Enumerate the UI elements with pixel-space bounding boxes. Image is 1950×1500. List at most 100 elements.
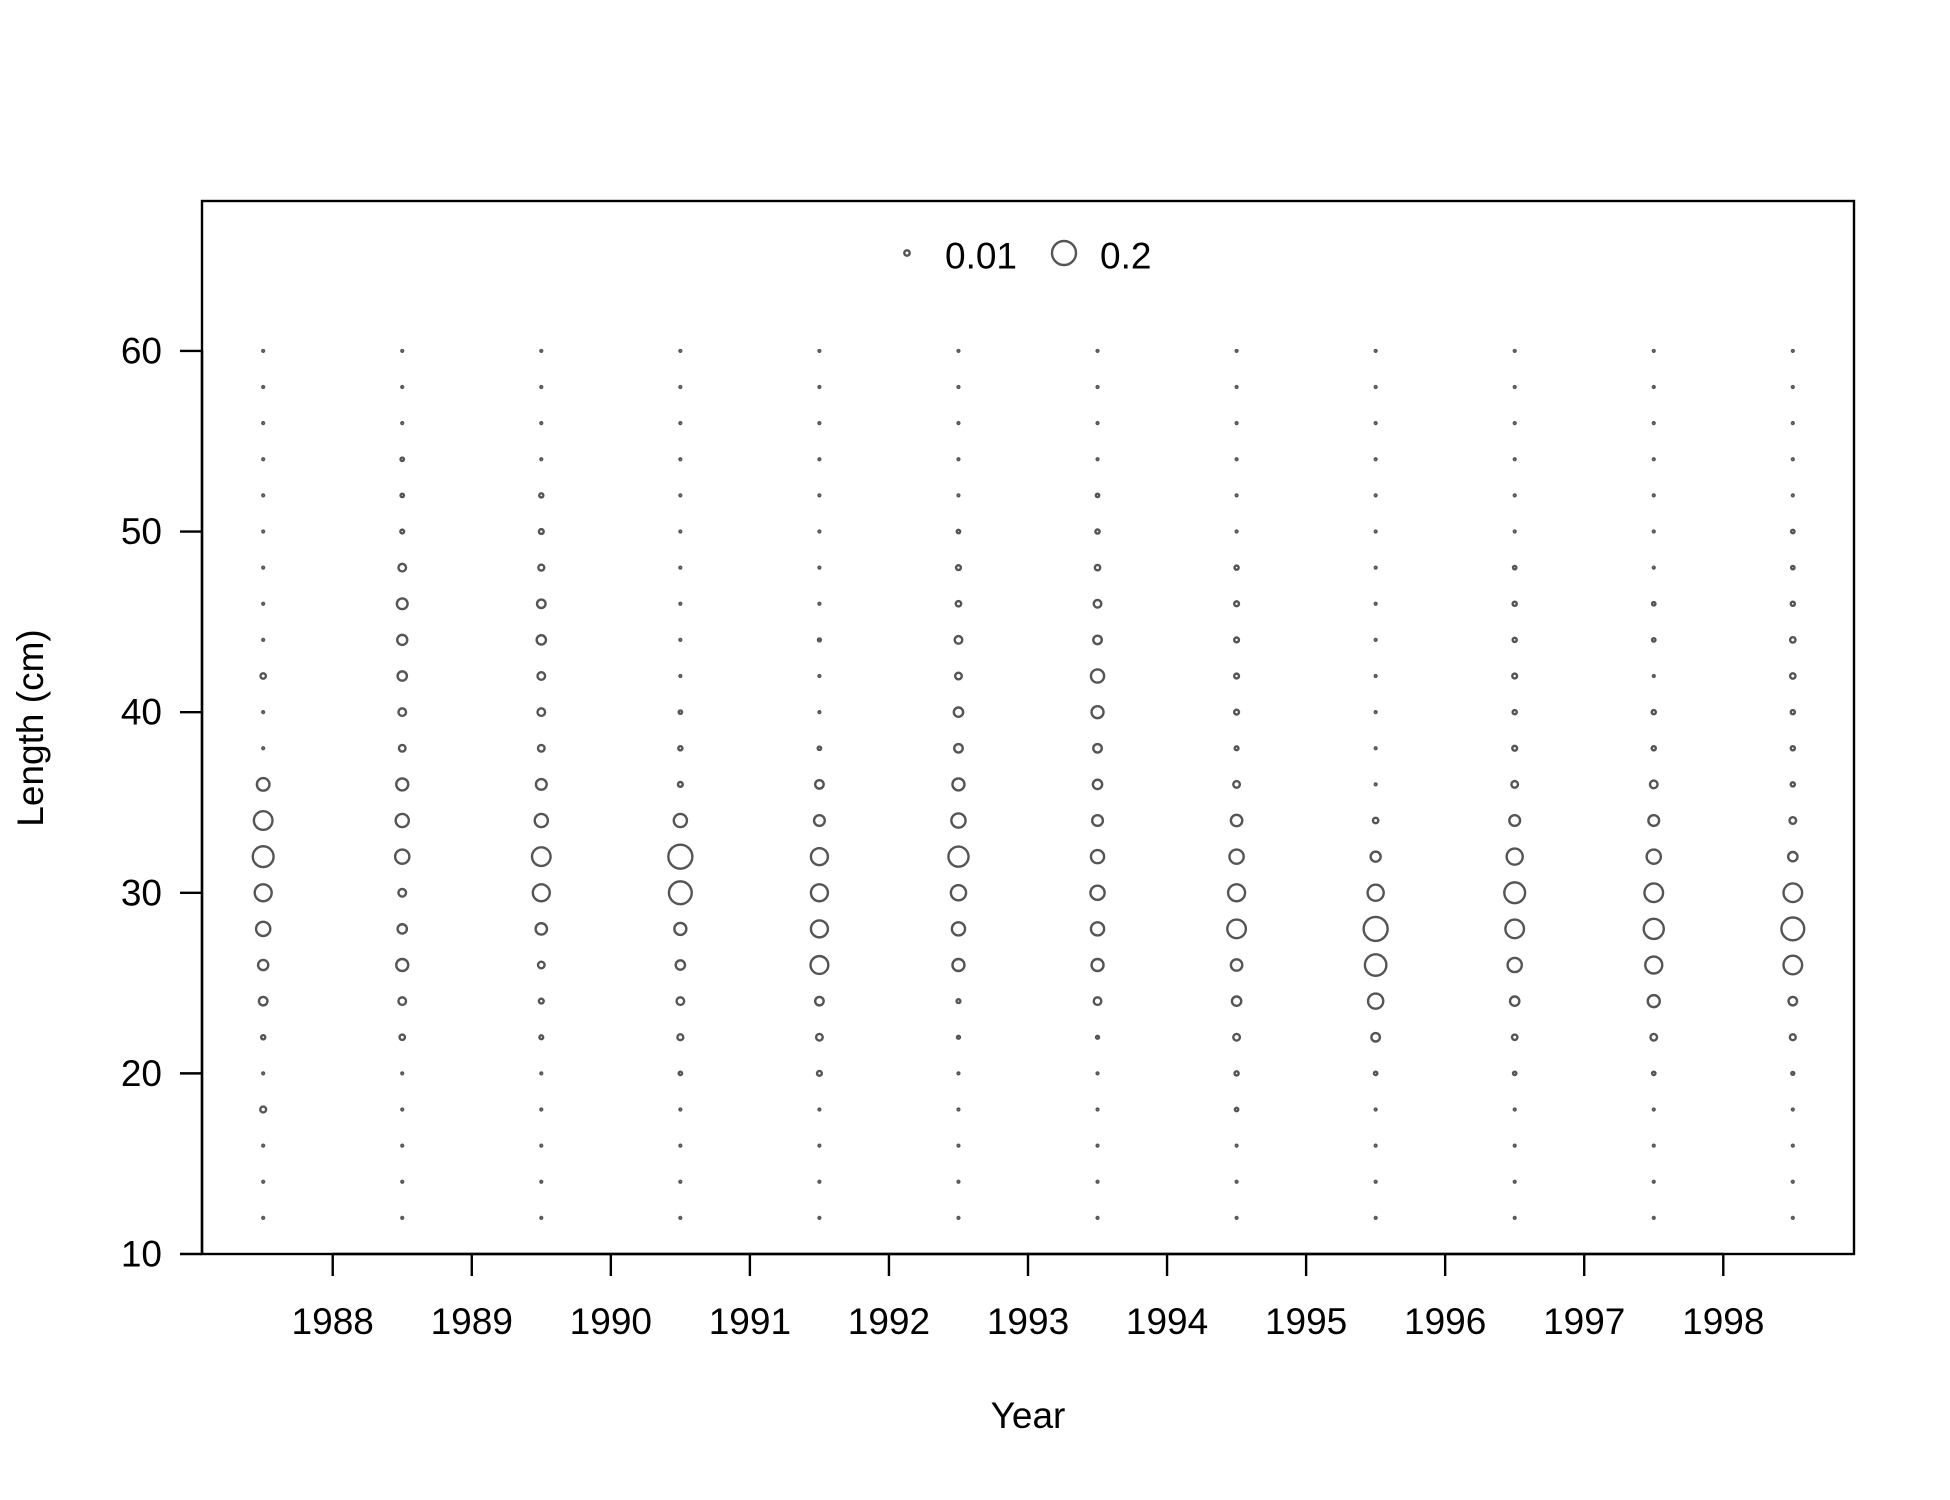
bubble-1988.5-32 xyxy=(393,848,411,865)
x-tick-label-1989: 1989 xyxy=(431,1301,513,1342)
bubble-1991.5-18 xyxy=(817,1107,822,1112)
bubble-1994.5-36 xyxy=(1232,779,1242,789)
bubble-1996.5-18 xyxy=(1512,1107,1517,1112)
bubble-1988.5-16 xyxy=(400,1143,405,1148)
bubble-1989.5-18 xyxy=(539,1107,544,1112)
bubble-1988.5-24 xyxy=(397,996,408,1007)
bubble-1998.5-16 xyxy=(1790,1143,1795,1148)
bubble-1990.5-54 xyxy=(678,457,683,462)
bubble-1995.5-46 xyxy=(1373,601,1378,606)
bubble-1993.5-50 xyxy=(1094,528,1101,535)
bubble-1987.5-24 xyxy=(257,995,269,1007)
bubble-1987.5-46 xyxy=(261,601,266,606)
bubble-1995.5-44 xyxy=(1373,637,1378,643)
bubble-1992.5-40 xyxy=(952,706,965,718)
bubble-1997.5-30 xyxy=(1643,882,1665,904)
bubble-1993.5-54 xyxy=(1095,457,1100,462)
bubble-1993.5-42 xyxy=(1089,668,1106,684)
bubble-1991.5-36 xyxy=(813,778,825,790)
bubble-1997.5-34 xyxy=(1647,813,1661,828)
bubble-1991.5-48 xyxy=(817,565,822,570)
bubble-1993.5-28 xyxy=(1089,921,1106,937)
bubble-1991.5-24 xyxy=(813,995,825,1007)
bubble-1992.5-30 xyxy=(949,883,968,902)
bubble-1997.5-38 xyxy=(1650,744,1658,752)
bubble-1997.5-36 xyxy=(1648,779,1659,790)
bubble-1987.5-16 xyxy=(261,1143,266,1148)
bubble-1989.5-12 xyxy=(539,1215,544,1220)
bubble-1987.5-48 xyxy=(261,565,266,570)
bubble-1991.5-60 xyxy=(817,348,822,354)
bubble-1996.5-22 xyxy=(1510,1033,1519,1042)
bubble-1997.5-52 xyxy=(1651,493,1656,498)
bubble-1997.5-46 xyxy=(1650,600,1657,607)
bubble-1997.5-18 xyxy=(1651,1107,1656,1112)
bubble-1992.5-42 xyxy=(953,671,963,681)
x-tick-label-1993: 1993 xyxy=(987,1301,1069,1342)
bubble-1996.5-46 xyxy=(1511,600,1518,608)
bubble-1991.5-56 xyxy=(817,421,822,426)
bubble-1994.5-44 xyxy=(1232,636,1241,644)
bubble-1998.5-58 xyxy=(1790,384,1795,390)
bubble-1995.5-34 xyxy=(1371,816,1380,825)
bubble-1994.5-52 xyxy=(1234,493,1239,498)
bubble-1991.5-46 xyxy=(817,601,822,606)
bubble-1988.5-26 xyxy=(395,957,410,973)
bubble-1995.5-48 xyxy=(1373,565,1378,570)
bubble-1993.5-22 xyxy=(1094,1034,1101,1040)
bubble-1990.5-38 xyxy=(677,744,684,752)
bubble-1995.5-50 xyxy=(1373,529,1378,534)
bubble-1993.5-52 xyxy=(1094,492,1101,499)
bubble-1995.5-12 xyxy=(1373,1215,1378,1220)
bubble-1994.5-50 xyxy=(1234,529,1239,534)
bubble-1990.5-40 xyxy=(677,709,684,716)
bubble-1995.5-42 xyxy=(1373,673,1378,679)
bubble-1992.5-18 xyxy=(956,1107,961,1112)
x-tick-label-1995: 1995 xyxy=(1265,1301,1347,1342)
bubble-1995.5-26 xyxy=(1363,953,1388,977)
bubble-1991.5-52 xyxy=(817,493,822,498)
bubble-1996.5-42 xyxy=(1511,672,1519,680)
bubble-1990.5-14 xyxy=(678,1179,683,1184)
bubble-1990.5-12 xyxy=(678,1215,683,1220)
bubble-1996.5-48 xyxy=(1511,564,1518,571)
bubble-1997.5-14 xyxy=(1651,1179,1656,1184)
bubble-1987.5-38 xyxy=(261,746,266,751)
bubble-1992.5-12 xyxy=(956,1215,961,1220)
bubble-1995.5-38 xyxy=(1373,746,1378,751)
bubble-1997.5-22 xyxy=(1649,1032,1659,1042)
bubble-1992.5-14 xyxy=(956,1179,961,1184)
bubble-1987.5-22 xyxy=(259,1033,267,1041)
bubble-1989.5-34 xyxy=(533,812,550,829)
bubble-1998.5-52 xyxy=(1790,493,1795,498)
bubble-1995.5-56 xyxy=(1373,421,1378,426)
bubble-1995.5-16 xyxy=(1373,1143,1378,1148)
x-axis-title: Year xyxy=(991,1395,1066,1436)
bubble-1991.5-38 xyxy=(816,745,823,752)
y-tick-label-50: 50 xyxy=(121,511,162,552)
bubble-1996.5-40 xyxy=(1511,708,1518,716)
y-tick-label-60: 60 xyxy=(121,330,162,371)
bubble-1994.5-34 xyxy=(1229,813,1244,828)
bubble-1988.5-28 xyxy=(396,923,409,935)
bubble-1992.5-22 xyxy=(955,1034,962,1040)
bubble-1993.5-32 xyxy=(1089,848,1106,865)
bubble-1991.5-44 xyxy=(816,637,823,643)
bubble-1987.5-58 xyxy=(261,384,266,390)
bubble-1997.5-42 xyxy=(1651,673,1656,679)
bubble-1998.5-18 xyxy=(1790,1107,1795,1112)
y-axis: 10 20 30 40 50 60 xyxy=(121,330,204,1275)
bubble-1994.5-18 xyxy=(1233,1106,1240,1113)
bubble-1992.5-44 xyxy=(953,634,964,645)
bubble-1988.5-40 xyxy=(397,707,408,718)
bubble-1987.5-14 xyxy=(261,1179,266,1184)
bubble-1990.5-30 xyxy=(667,880,693,906)
bubble-1990.5-48 xyxy=(678,565,683,570)
bubble-1993.5-44 xyxy=(1092,634,1103,646)
bubble-1998.5-42 xyxy=(1788,672,1797,680)
bubble-1998.5-54 xyxy=(1790,457,1795,462)
bubble-1989.5-32 xyxy=(530,846,552,868)
bubble-1992.5-32 xyxy=(947,845,970,868)
bubble-1987.5-56 xyxy=(261,421,266,426)
bubble-1998.5-20 xyxy=(1790,1070,1796,1077)
